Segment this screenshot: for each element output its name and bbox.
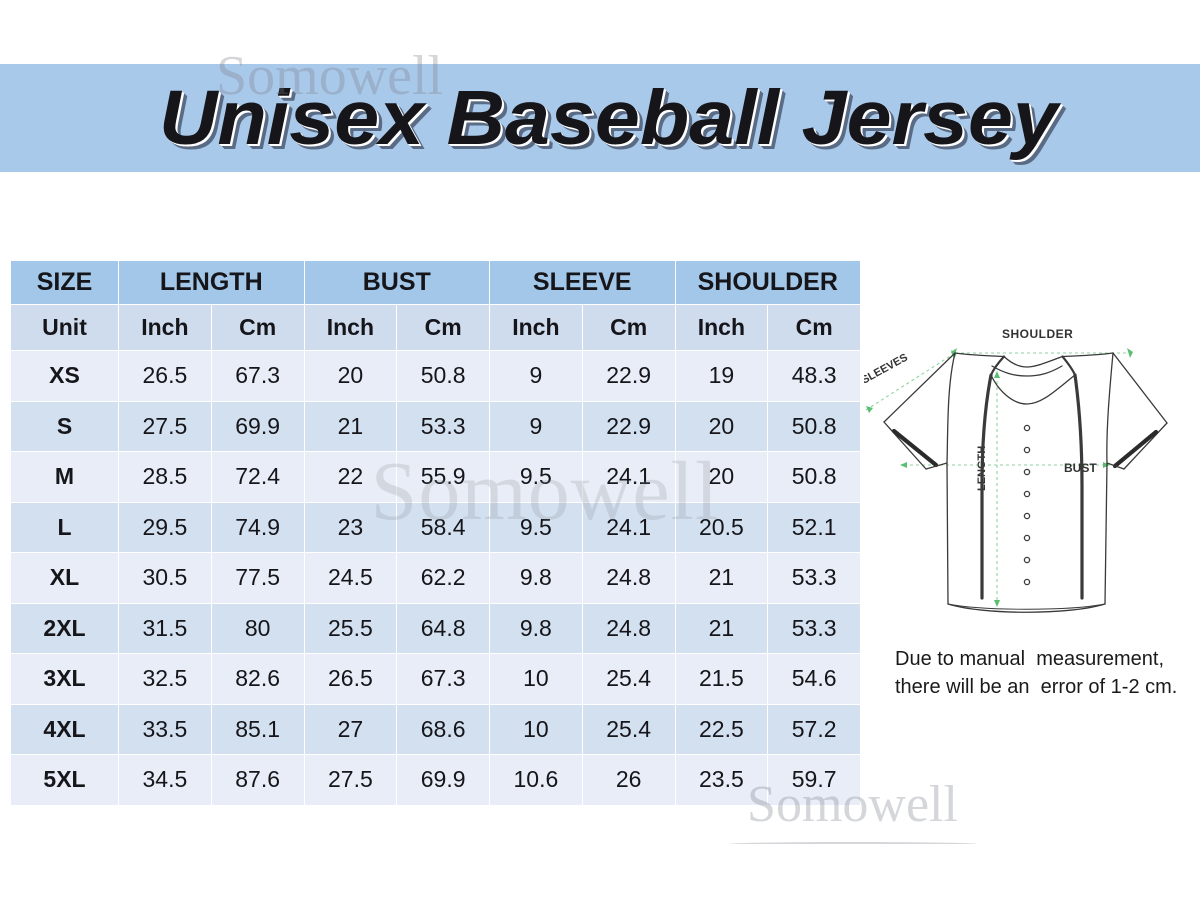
svg-text:SHOULDER: SHOULDER (1002, 327, 1073, 341)
svg-text:SLEEVES: SLEEVES (864, 352, 910, 387)
